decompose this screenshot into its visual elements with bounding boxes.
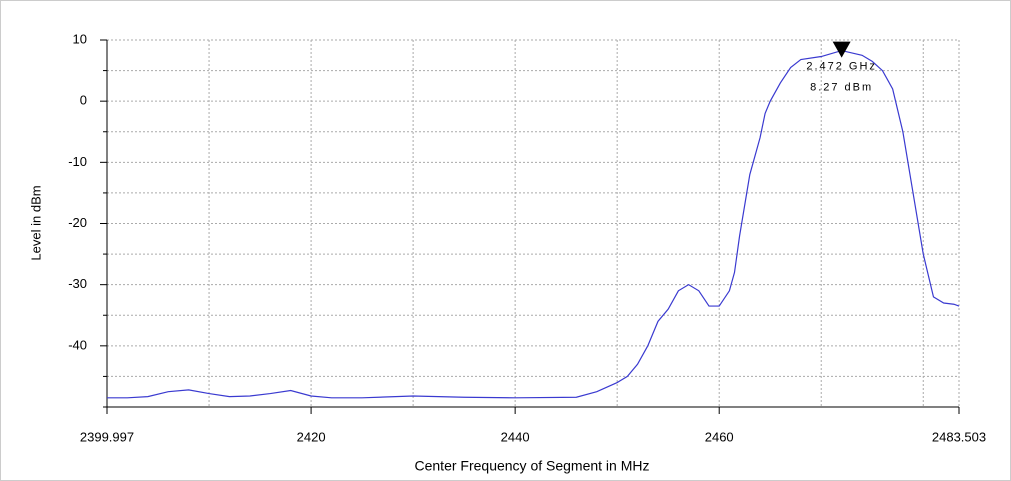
x-tick-label: 2483.503 — [932, 429, 986, 444]
y-tick-label: 0 — [80, 93, 87, 108]
marker-label: 8.27 dBm — [810, 81, 873, 93]
x-tick-label: 2399.997 — [80, 429, 134, 444]
y-tick-label: -30 — [68, 276, 87, 291]
x-axis-label: Center Frequency of Segment in MHz — [415, 458, 650, 474]
x-tick-label: 2460 — [705, 429, 734, 444]
y-axis-label: Level in dBm — [28, 185, 43, 260]
peak-marker — [832, 41, 851, 58]
y-tick-label: -10 — [68, 154, 87, 169]
marker-label: 2.472 GHz — [806, 60, 877, 72]
trace — [107, 49, 960, 399]
x-tick-label: 2420 — [297, 429, 326, 444]
x-tick-label: 2440 — [501, 429, 530, 444]
y-tick-label: -40 — [68, 337, 87, 352]
y-tick-label: -20 — [68, 215, 87, 230]
y-tick-label: 10 — [73, 31, 87, 46]
